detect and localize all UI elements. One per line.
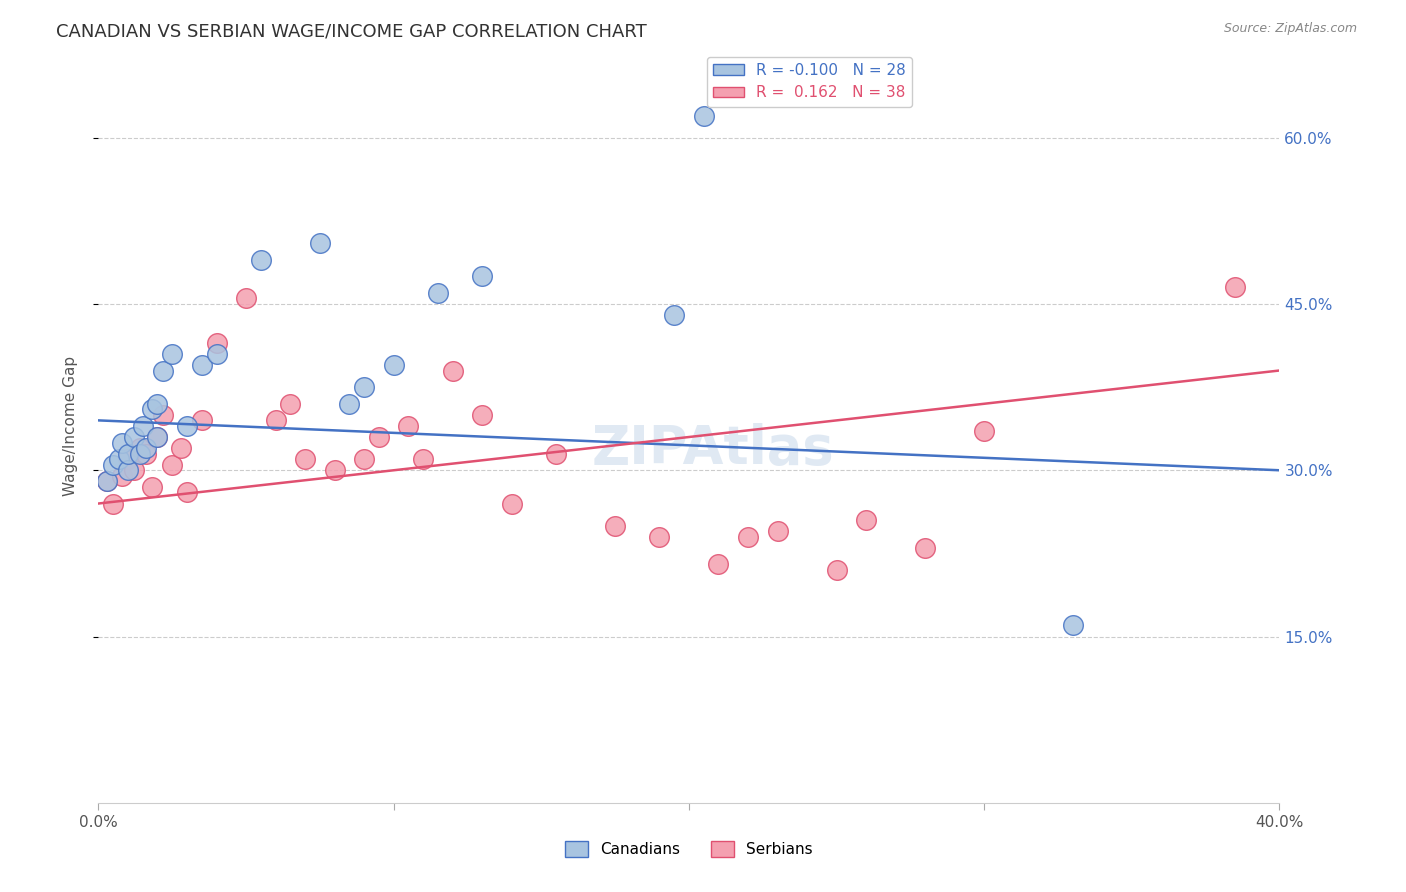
Point (501, 496, 523, 510)
Point (693, 109, 716, 123)
Point (396, 419, 419, 434)
Point (544, 447, 567, 461)
Point (141, 480, 163, 494)
Point (471, 408, 494, 422)
Point (146, 430, 169, 444)
Point (96, 475, 118, 489)
Point (128, 447, 150, 461)
Point (111, 435, 134, 450)
Point (766, 524, 789, 539)
Point (294, 452, 316, 467)
Point (170, 441, 193, 455)
Point (368, 430, 391, 444)
Point (648, 530, 671, 544)
Point (135, 441, 157, 455)
Point (162, 458, 183, 472)
Point (141, 402, 163, 417)
Point (96, 475, 118, 489)
Point (103, 496, 125, 510)
Point (117, 447, 139, 461)
Text: CANADIAN VS SERBIAN WAGE/INCOME GAP CORRELATION CHART: CANADIAN VS SERBIAN WAGE/INCOME GAP CORR… (56, 22, 647, 40)
Point (973, 425, 995, 439)
Point (111, 468, 134, 483)
Point (176, 419, 198, 434)
Point (278, 397, 302, 411)
Point (162, 347, 183, 361)
Point (132, 419, 155, 434)
Point (103, 458, 125, 472)
Point (122, 463, 145, 477)
Point (205, 347, 228, 361)
Point (152, 408, 174, 422)
Point (471, 269, 494, 284)
Point (146, 397, 169, 411)
Point (128, 441, 150, 455)
Point (309, 235, 332, 250)
Point (191, 413, 214, 427)
Point (412, 452, 434, 467)
Point (135, 447, 157, 461)
Point (664, 308, 686, 322)
Y-axis label: Wage/Income Gap: Wage/Income Gap (63, 356, 77, 496)
Point (323, 463, 346, 477)
Point (427, 285, 450, 300)
Point (441, 363, 464, 377)
Point (382, 358, 405, 372)
Point (152, 363, 174, 377)
Point (1223, 280, 1246, 294)
Point (264, 413, 287, 427)
Point (146, 430, 169, 444)
Point (122, 430, 145, 444)
Point (707, 558, 730, 572)
Point (117, 452, 139, 467)
Point (353, 452, 375, 467)
Point (353, 380, 375, 394)
Point (855, 513, 877, 527)
Point (1062, 618, 1084, 632)
Point (117, 463, 139, 477)
Legend: Canadians, Serbians: Canadians, Serbians (560, 835, 818, 863)
Point (337, 397, 360, 411)
Point (737, 530, 759, 544)
Point (250, 252, 273, 267)
Point (205, 335, 228, 350)
Text: ZIPAtlas: ZIPAtlas (592, 423, 834, 475)
Point (825, 563, 848, 577)
Point (191, 358, 214, 372)
Point (235, 292, 257, 306)
Point (914, 541, 936, 555)
Point (176, 485, 198, 500)
Point (605, 518, 627, 533)
Point (108, 452, 131, 467)
Text: Source: ZipAtlas.com: Source: ZipAtlas.com (1223, 22, 1357, 36)
